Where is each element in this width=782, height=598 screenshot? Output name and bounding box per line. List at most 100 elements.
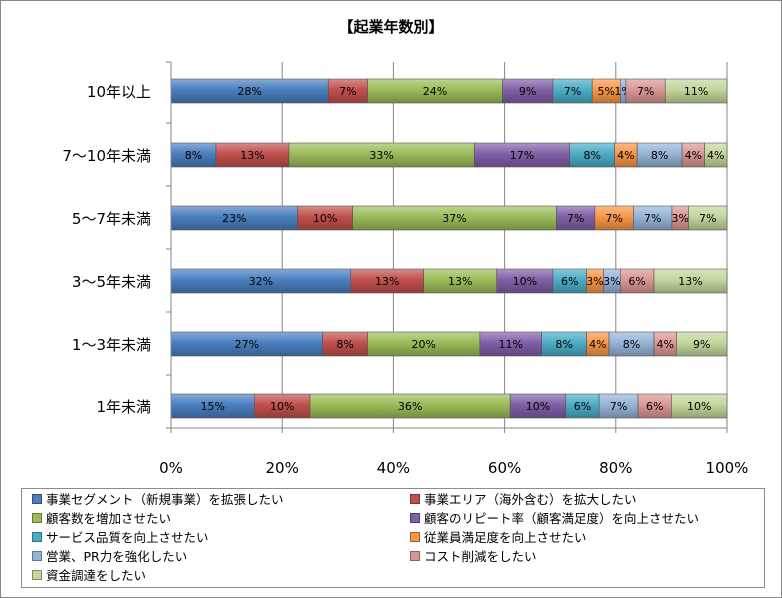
- category-label: 7～10年未満: [62, 147, 151, 165]
- legend-swatch: [32, 569, 42, 580]
- data-label: 8%: [555, 338, 572, 351]
- data-label: 4%: [656, 338, 673, 351]
- bar-segment: [619, 268, 655, 294]
- bar-segment: [367, 331, 481, 357]
- legend-item: 顧客数を増加させたい: [32, 509, 171, 526]
- data-label: 15%: [200, 400, 224, 413]
- data-label: 6%: [561, 275, 578, 288]
- data-label: 3%: [671, 212, 688, 225]
- bar-segment: [479, 331, 542, 357]
- bar-segment: [496, 268, 554, 294]
- data-label: 7%: [605, 212, 622, 225]
- bar-segment: [350, 268, 425, 294]
- x-tick-label: 0%: [159, 459, 183, 477]
- axes: 0% 20% 40% 60% 80% 100% 1年未満 1～3年未満 3～5年未満 5～7年未満…: [62, 61, 749, 477]
- bar-segment: [327, 78, 368, 104]
- legend-label: 事業セグメント（新規事業）を拡張したい: [46, 492, 284, 507]
- data-label: 7%: [610, 400, 627, 413]
- data-label: 10%: [687, 400, 711, 413]
- data-label: 4%: [707, 149, 724, 162]
- data-label: 33%: [369, 149, 393, 162]
- bar-segment: [170, 331, 323, 357]
- data-label: 10%: [513, 275, 537, 288]
- legend-item: 営業、PR力を強化したい: [32, 547, 187, 564]
- bar-segment: [704, 142, 728, 168]
- data-label: 10%: [270, 400, 294, 413]
- data-label: 8%: [651, 149, 668, 162]
- data-label: 8%: [336, 338, 353, 351]
- bar-segment: [309, 393, 511, 419]
- data-label: 13%: [448, 275, 472, 288]
- data-label: 3%: [586, 275, 603, 288]
- bar-segment: [636, 142, 683, 168]
- legend-swatch: [410, 512, 420, 523]
- data-label: 7%: [564, 85, 581, 98]
- legend-label: 営業、PR力を強化したい: [46, 549, 188, 564]
- data-label: 7%: [699, 212, 716, 225]
- data-label: 37%: [442, 212, 466, 225]
- data-label: 4%: [589, 338, 606, 351]
- data-label: 13%: [678, 275, 702, 288]
- data-label: 10%: [313, 212, 337, 225]
- bar-segment: [565, 393, 600, 419]
- legend-label: 従業員満足度を向上させたい: [424, 530, 587, 545]
- category-label: 3～5年未満: [72, 273, 151, 291]
- data-label: 10%: [526, 400, 550, 413]
- data-label: 13%: [375, 275, 399, 288]
- data-label: 17%: [510, 149, 534, 162]
- category-label: 1年未満: [96, 398, 151, 416]
- bar-segment: [653, 268, 728, 294]
- bar-segment: [664, 78, 728, 104]
- bar-segment: [633, 205, 673, 231]
- bar-segment: [671, 393, 728, 419]
- data-label: 11%: [499, 338, 523, 351]
- data-label: 32%: [249, 275, 273, 288]
- bar-segment: [676, 331, 728, 357]
- bar-segment: [297, 205, 353, 231]
- legend-swatch: [410, 531, 420, 542]
- data-label: 3%: [603, 275, 620, 288]
- category-label: 10年以上: [87, 83, 151, 101]
- bar-segment: [322, 331, 368, 357]
- data-label: 24%: [423, 85, 447, 98]
- data-label: 20%: [412, 338, 436, 351]
- legend-swatch: [410, 550, 420, 561]
- data-label: 9%: [693, 338, 710, 351]
- bar-segment: [215, 142, 290, 168]
- bar-segment: [591, 78, 621, 104]
- bar-segment: [288, 142, 475, 168]
- bar-segment: [688, 205, 728, 231]
- bar-segment: [637, 393, 672, 419]
- legend-item: 事業エリア（海外含む）を拡大したい: [410, 490, 637, 507]
- legend: 事業セグメント（新規事業）を拡張したい 事業エリア（海外含む）を拡大したい顧客数を…: [21, 488, 765, 588]
- bar-segment: [552, 268, 587, 294]
- data-label: 7%: [644, 212, 661, 225]
- gridlines: [170, 62, 728, 428]
- bar-segment: [170, 268, 352, 294]
- category-label: 5～7年未満: [72, 210, 151, 228]
- bar-segment: [367, 78, 503, 104]
- data-label: 13%: [240, 149, 264, 162]
- data-label: 8%: [623, 338, 640, 351]
- x-tick-label: 100%: [706, 459, 749, 477]
- bar-segment: [552, 78, 593, 104]
- data-label: 4%: [685, 149, 702, 162]
- legend-label: コスト削減をしたい: [424, 549, 537, 564]
- x-tick-label: 40%: [377, 459, 410, 477]
- legend-swatch: [410, 493, 420, 504]
- bar-segment: [473, 142, 571, 168]
- bars: 15% 10% 36% 10% 6% 7% 6% 10% 27% 8% 20% 11% 8% 4% 8% 4%…: [170, 78, 728, 419]
- legend-item: 従業員満足度を向上させたい: [410, 528, 587, 545]
- legend-item: 顧客のリピート率（顧客満足度）を向上させたい: [410, 509, 699, 526]
- chart-title: 【起業年数別】: [338, 18, 443, 36]
- data-label: 7%: [567, 212, 584, 225]
- legend-item: サービス品質を向上させたい: [32, 528, 209, 545]
- legend-item: 事業セグメント（新規事業）を拡張したい: [32, 490, 284, 507]
- data-label: 8%: [583, 149, 600, 162]
- legend-swatch: [32, 550, 42, 561]
- bar-segment: [625, 78, 666, 104]
- legend-label: 顧客数を増加させたい: [46, 511, 172, 526]
- data-label: 7%: [637, 85, 654, 98]
- x-tick-label: 60%: [488, 459, 521, 477]
- data-label: 4%: [617, 149, 634, 162]
